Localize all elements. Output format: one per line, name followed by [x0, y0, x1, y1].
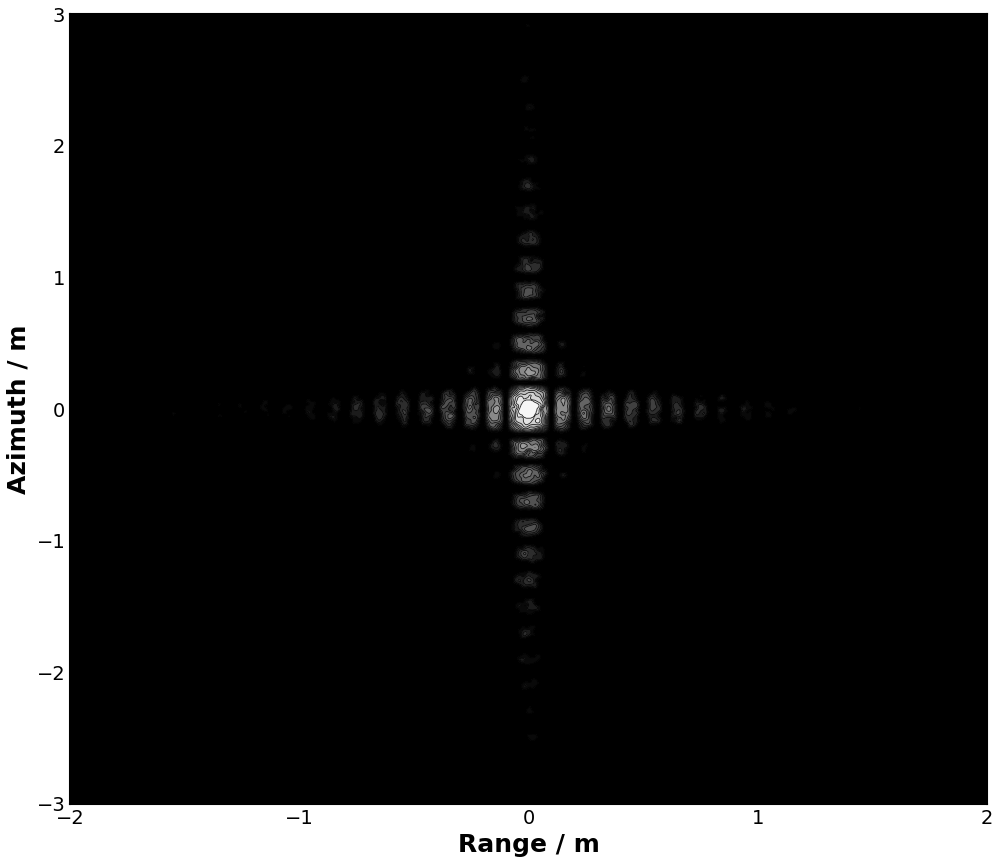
Point: [520, 402, 536, 416]
Point: [520, 402, 536, 416]
Point: [520, 402, 536, 416]
Point: [520, 402, 536, 416]
Point: [520, 402, 536, 416]
Point: [520, 402, 536, 416]
Point: [520, 402, 536, 416]
Point: [520, 402, 536, 416]
Point: [520, 402, 536, 416]
X-axis label: Range / m: Range / m: [458, 833, 599, 857]
Point: [520, 402, 536, 416]
Point: [520, 402, 536, 416]
Point: [520, 402, 536, 416]
Point: [520, 402, 536, 416]
Point: [520, 402, 536, 416]
Point: [520, 402, 536, 416]
Point: [520, 402, 536, 416]
Y-axis label: Azimuth / m: Azimuth / m: [7, 324, 31, 494]
